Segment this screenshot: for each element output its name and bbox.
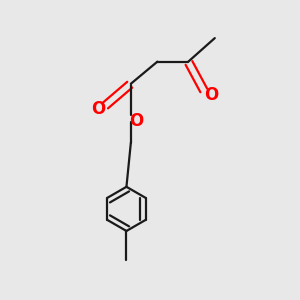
Text: O: O (130, 112, 144, 130)
Text: O: O (204, 86, 218, 104)
Text: O: O (91, 100, 105, 118)
